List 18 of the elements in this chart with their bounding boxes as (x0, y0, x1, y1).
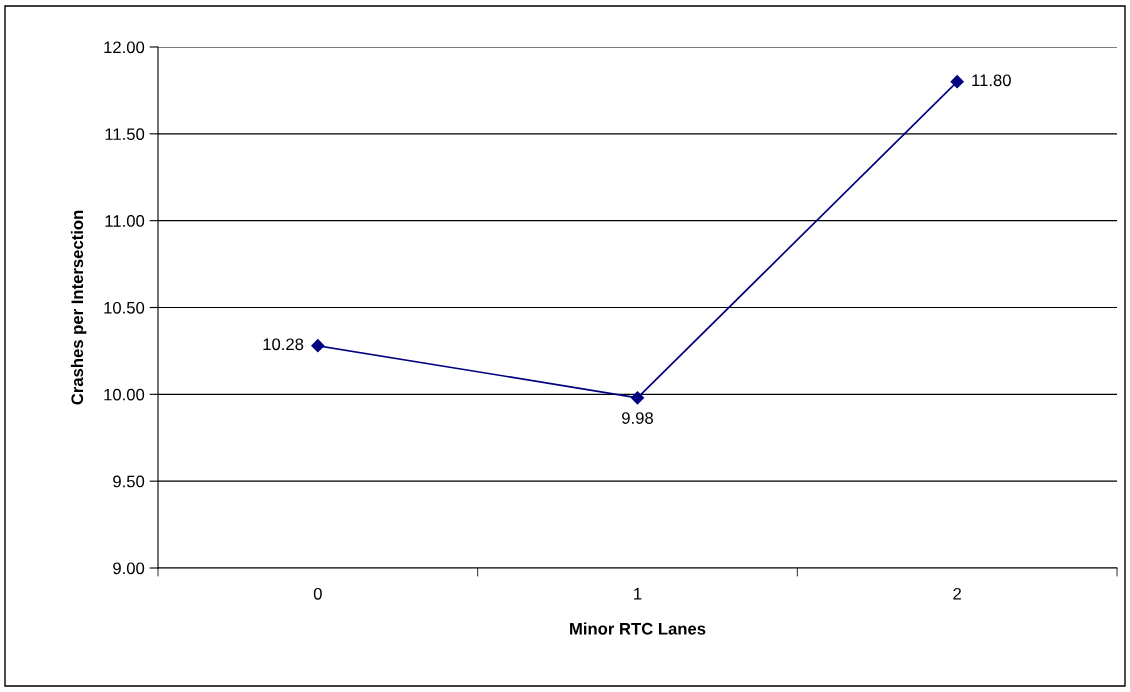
data-label: 10.28 (263, 338, 304, 351)
point (311, 339, 325, 353)
data-label: 9.98 (622, 412, 653, 424)
y-tick-label: 11.50 (105, 128, 145, 141)
point (630, 391, 645, 405)
x-tick-label: 2 (953, 587, 961, 600)
y-tick-label: 10.00 (104, 388, 145, 401)
x-tick-label: 0 (313, 587, 322, 600)
point (950, 75, 964, 89)
y-tick-label: 10.50 (104, 301, 145, 314)
y-tick-label: 9.50 (113, 475, 145, 488)
x-axis-title: Minor RTC Lanes (570, 622, 706, 635)
data-label: 11.80 (972, 74, 1011, 87)
x-tick-label: 1 (634, 588, 642, 600)
y-tick-label: 9.00 (113, 562, 145, 575)
y-tick-label: 11.00 (105, 215, 145, 227)
y-axis-title: Crashes per Intersection (70, 210, 87, 405)
y-tick-label: 12.00 (104, 41, 145, 54)
